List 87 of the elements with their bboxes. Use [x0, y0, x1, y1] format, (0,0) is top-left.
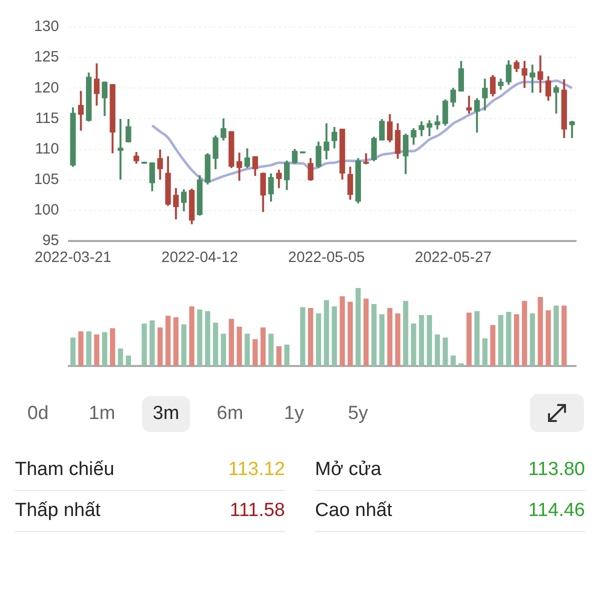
bar — [482, 338, 488, 366]
bar — [316, 313, 322, 366]
y-tick-label: 115 — [35, 110, 59, 127]
bar — [268, 334, 274, 366]
bar — [356, 288, 361, 366]
bar — [181, 324, 186, 366]
text: Mở cửa — [315, 459, 382, 481]
bar — [522, 300, 528, 366]
text: Tham chiếu — [15, 459, 114, 481]
bar — [205, 311, 210, 366]
bar — [379, 314, 384, 366]
bar — [411, 324, 416, 366]
bar — [506, 312, 512, 366]
text: 1m — [88, 403, 116, 425]
y-tick-label: 125 — [34, 48, 59, 66]
bar — [126, 356, 131, 366]
bar — [363, 298, 369, 366]
x-tick-label: 2022-05-27 — [414, 249, 492, 266]
bar — [332, 306, 337, 366]
bar — [426, 314, 432, 366]
bar — [490, 325, 496, 366]
text: 114.46 — [528, 500, 585, 522]
bar — [173, 317, 179, 366]
bar — [197, 310, 202, 366]
text: Cao nhất — [315, 500, 392, 522]
y-tick-label: 110 — [35, 140, 59, 158]
bar — [78, 331, 84, 366]
bar — [212, 322, 218, 366]
bar — [142, 324, 147, 366]
bar — [442, 338, 448, 366]
bar — [189, 306, 194, 366]
bar — [348, 302, 353, 366]
bar — [562, 306, 567, 366]
bar — [546, 310, 551, 366]
x-tick-label: 2022-04-12 — [161, 249, 238, 266]
bar — [458, 363, 464, 366]
bar — [395, 313, 400, 366]
text: 113.80 — [528, 459, 585, 481]
text: 0d — [27, 403, 49, 425]
text: 113.12 — [228, 459, 285, 481]
bar — [252, 339, 258, 366]
y-tick-label: 95 — [42, 232, 59, 250]
text: 3m — [152, 403, 180, 425]
bar — [94, 334, 100, 366]
bar — [466, 312, 472, 366]
bar — [260, 327, 266, 366]
bar — [150, 320, 155, 366]
bar — [308, 308, 314, 366]
x-tick-label: 2022-03-21 — [34, 249, 112, 266]
y-tick-label: 105 — [34, 171, 59, 188]
bar — [220, 334, 226, 366]
bar — [514, 314, 520, 366]
bar — [236, 326, 242, 366]
bar — [300, 307, 306, 366]
bar — [165, 316, 171, 366]
text: 5y — [348, 403, 368, 425]
bar — [403, 300, 408, 366]
bar — [284, 344, 290, 366]
bar — [70, 338, 76, 366]
bar — [530, 313, 536, 366]
bar — [418, 314, 424, 366]
bar — [538, 297, 543, 366]
bar — [324, 300, 330, 366]
y-tick-label: 100 — [34, 202, 59, 219]
text: 1y — [284, 403, 304, 425]
bar — [276, 346, 282, 366]
bar — [340, 296, 345, 366]
bar — [110, 328, 116, 366]
bar — [474, 311, 480, 366]
text: 111.58 — [230, 500, 285, 522]
bar — [434, 334, 440, 366]
bar — [86, 331, 92, 366]
bar — [371, 304, 377, 366]
bar — [244, 334, 250, 366]
bar — [102, 332, 108, 366]
bar — [450, 356, 456, 366]
bar — [554, 306, 559, 366]
bar — [118, 348, 124, 366]
x-tick-label: 2022-05-05 — [288, 249, 365, 266]
bar — [498, 314, 504, 366]
y-tick-label: 120 — [34, 79, 59, 96]
bar — [228, 318, 234, 366]
bar — [387, 308, 392, 366]
text: 6m — [216, 403, 244, 425]
bar — [158, 327, 163, 366]
text: Thấp nhất — [15, 500, 101, 522]
y-tick-label: 130 — [34, 18, 59, 36]
